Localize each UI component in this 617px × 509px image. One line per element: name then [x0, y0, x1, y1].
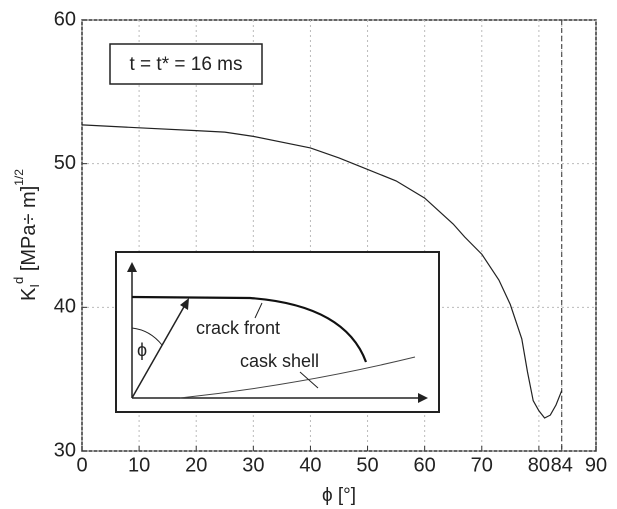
- x-axis-label: ϕ [°]: [322, 485, 356, 506]
- arrow-head: [180, 298, 189, 310]
- x-tick-label: 30: [242, 454, 264, 476]
- angle-label: ϕ: [137, 340, 147, 360]
- x-tick-label: 84: [551, 454, 573, 476]
- x-tick-label: 20: [185, 454, 207, 476]
- y-tick-label: 30: [54, 439, 76, 461]
- y-label-base: K: [18, 287, 40, 301]
- y-tick-label: 50: [54, 152, 76, 174]
- y-label-sup: d: [11, 277, 26, 284]
- x-tick-label: 90: [585, 454, 607, 476]
- annotation-box: [109, 43, 263, 85]
- crack-front-curve: [131, 295, 368, 363]
- cask-shell-line: [179, 356, 416, 399]
- x-tick-label: 50: [356, 454, 378, 476]
- radius-arrow: [131, 304, 186, 399]
- cask-shell-label: cask shell: [240, 351, 319, 371]
- leader-line: [299, 371, 319, 389]
- x-tick-label: 80: [528, 454, 550, 476]
- x-tick-label: 40: [299, 454, 321, 476]
- y-tick-label: 40: [54, 296, 76, 318]
- y-label-unit-sup: 1/2: [12, 169, 26, 186]
- y-tick-label: 60: [54, 8, 76, 30]
- inset: ϕ crack front cask shell: [115, 251, 440, 413]
- data-line: [81, 124, 563, 419]
- y-axis-label: KId [MPa÷ m]1/2: [11, 169, 42, 301]
- x-tick-label: 0: [76, 454, 87, 476]
- leader-line: [254, 302, 263, 319]
- annotation: t = t* = 16 ms: [130, 54, 243, 75]
- x-tick-label: 60: [414, 454, 436, 476]
- y-label-sub: I: [27, 284, 42, 288]
- arrow-head: [418, 393, 428, 403]
- arrow-head: [127, 262, 137, 272]
- x-tick-label: 10: [128, 454, 150, 476]
- x-tick-label: 70: [471, 454, 493, 476]
- angle-arc: [131, 327, 163, 346]
- crack-front-label: crack front: [196, 318, 280, 338]
- y-label-unit: [MPa÷ m]: [18, 186, 40, 277]
